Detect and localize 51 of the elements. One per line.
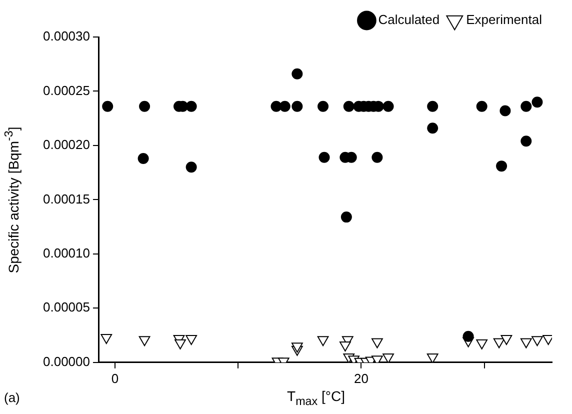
x-tick-label: 20: [354, 370, 368, 386]
point: [372, 152, 383, 163]
point: [500, 105, 511, 116]
point: [340, 212, 352, 223]
point: [317, 336, 329, 346]
point: [102, 100, 114, 112]
point: [520, 338, 532, 348]
x-axis-title: T$_{max}$ [°C]: [287, 388, 345, 408]
y-tick-label: 0.00025: [42, 82, 90, 98]
legend-label: Calculated: [378, 12, 440, 28]
point: [291, 342, 303, 353]
y-tick-label: 0.00015: [42, 191, 90, 206]
point: [426, 353, 438, 362]
point: [279, 100, 290, 112]
point: [462, 330, 474, 342]
text: (a): [4, 390, 20, 405]
point: [292, 68, 303, 80]
point: [186, 100, 197, 112]
legend-label: Experimental: [466, 12, 542, 28]
point: [496, 160, 508, 172]
y-tick-label: 0.00010: [42, 246, 90, 261]
y-tick-label: 0.00000: [42, 354, 90, 369]
point: [100, 334, 112, 344]
point: [343, 100, 354, 112]
point: [138, 152, 149, 164]
point: [372, 338, 383, 348]
point: [174, 339, 186, 350]
point: [292, 100, 303, 112]
point: [493, 338, 505, 348]
point: [520, 100, 532, 112]
point: [500, 335, 512, 346]
y-tick-label: 0.00005: [42, 300, 90, 315]
point: [427, 100, 438, 112]
point: [318, 100, 329, 112]
point: [186, 335, 198, 346]
point: [532, 336, 543, 346]
point: [476, 339, 488, 350]
y-tick-label: 0.00020: [42, 137, 90, 152]
point: [427, 122, 438, 134]
point: [532, 96, 543, 108]
x-tick-label: 0: [111, 370, 119, 386]
point: [186, 162, 197, 173]
point: [476, 100, 488, 112]
point: [520, 136, 532, 147]
point: [318, 152, 330, 163]
point: [139, 100, 150, 112]
point: [382, 100, 394, 112]
point: [339, 342, 351, 352]
point: [382, 353, 394, 362]
y-tick-label: 0.00030: [42, 28, 90, 44]
point: [138, 336, 150, 346]
